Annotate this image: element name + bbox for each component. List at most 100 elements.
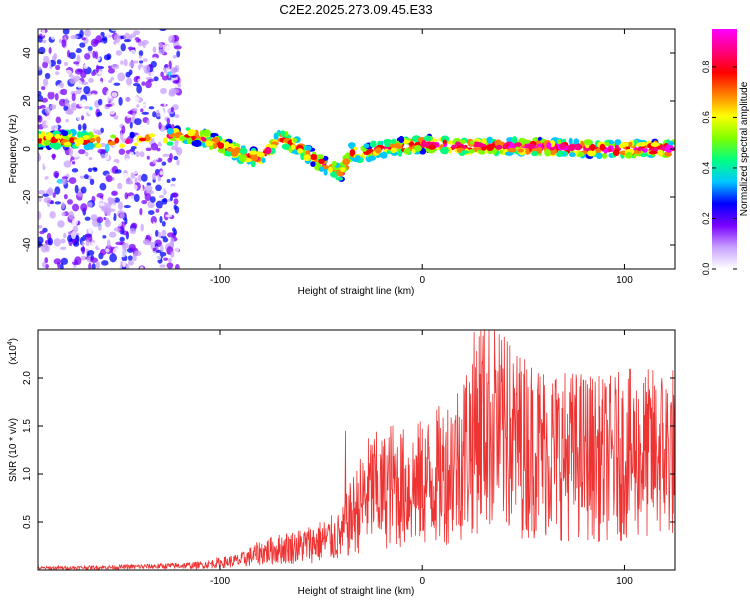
noise-blob [162, 154, 170, 157]
noise-blob [125, 158, 130, 165]
noise-blob [84, 29, 91, 37]
noise-blob [125, 49, 128, 54]
noise-blob [174, 245, 180, 252]
ridge-blob [86, 143, 95, 150]
noise-blob [98, 99, 102, 106]
ridge-blob [375, 147, 382, 153]
noise-blob [82, 197, 86, 201]
ridge-blob [205, 141, 210, 145]
ridge-blob [604, 142, 609, 146]
ridge-blob [324, 168, 328, 175]
noise-blob [69, 255, 72, 263]
noise-blob [129, 61, 134, 67]
ridge-blob [49, 143, 57, 148]
noise-blob [68, 211, 74, 220]
noise-blob [111, 77, 114, 81]
noise-blob [172, 192, 179, 197]
ridge-blob [134, 142, 138, 146]
noise-blob [155, 184, 162, 191]
noise-blob [124, 218, 127, 225]
ridge-blob [569, 152, 576, 157]
noise-blob [122, 243, 129, 249]
noise-blob [147, 156, 150, 160]
spectrogram-xtick-label: -100 [210, 275, 230, 286]
noise-blob [78, 124, 82, 131]
ridge-blob [110, 135, 116, 139]
ridge-blob [231, 151, 238, 157]
ridge-blob [114, 137, 119, 143]
noise-blob [99, 202, 105, 206]
noise-blob [129, 244, 136, 251]
ridge-blob [218, 142, 224, 149]
noise-blob [62, 39, 67, 47]
noise-blob [56, 84, 60, 91]
noise-blob [47, 187, 53, 195]
ridge-blob [189, 129, 196, 134]
noise-blob [131, 184, 138, 191]
noise-blob [87, 202, 93, 208]
colorbar-label: Normalized spectral amplitude [739, 81, 750, 216]
noise-blob [60, 263, 64, 272]
noise-blob [130, 34, 136, 38]
noise-blob [44, 163, 52, 167]
noise-blob [162, 230, 167, 237]
spectrogram-ytick-label: 0 [22, 146, 33, 152]
snr-ytick-label: 1.0 [22, 467, 33, 481]
ridge-blob [319, 167, 324, 172]
noise-blob [159, 171, 163, 176]
ridge-blob [461, 150, 470, 154]
noise-blob [111, 191, 117, 196]
noise-blob [72, 168, 78, 172]
ridge-blob [525, 144, 532, 148]
noise-blob [121, 125, 125, 134]
noise-blob [91, 242, 96, 248]
ridge-blob [640, 153, 646, 157]
noise-blob [121, 43, 126, 51]
noise-blob [65, 110, 73, 115]
ridge-blob [398, 136, 404, 143]
noise-blob [120, 60, 123, 65]
noise-blob [102, 95, 106, 99]
noise-blob [134, 216, 139, 223]
ridge-blob [64, 142, 71, 146]
noise-blob [130, 122, 133, 129]
noise-blob [90, 93, 96, 101]
noise-blob [139, 208, 142, 215]
spectrogram-xlabel: Height of straight line (km) [298, 286, 415, 297]
noise-blob [56, 116, 61, 123]
noise-blob [163, 237, 169, 242]
noise-blob [124, 39, 131, 42]
noise-blob [147, 99, 155, 103]
ridge-blob [613, 149, 619, 156]
noise-blob [118, 202, 123, 210]
noise-blob [38, 36, 43, 43]
ridge-blob [440, 147, 449, 154]
noise-blob [55, 201, 61, 204]
spectrogram-xtick-label: 0 [419, 275, 425, 286]
noise-blob [160, 112, 164, 116]
noise-blob [160, 88, 167, 94]
noise-blob [159, 43, 163, 48]
noise-blob [91, 39, 98, 47]
noise-blob [72, 93, 76, 101]
noise-blob [130, 49, 136, 58]
noise-blob [48, 88, 55, 93]
noise-blob [177, 84, 181, 88]
spectrogram-ylabel: Frequency (Hz) [8, 115, 19, 184]
noise-blob [150, 196, 156, 203]
ridge-blob [394, 143, 401, 148]
noise-blob [147, 32, 152, 36]
noise-blob [72, 154, 80, 158]
noise-blob [43, 56, 49, 63]
noise-blob [61, 202, 65, 209]
noise-blob [67, 87, 71, 96]
noise-blob [143, 239, 149, 245]
colorbar: 0.00.20.40.60.8 Normalized spectral ampl… [701, 29, 750, 275]
noise-blob [55, 65, 60, 70]
noise-blob [46, 209, 50, 214]
noise-blob [105, 248, 109, 252]
noise-blob [113, 115, 118, 120]
noise-blob [96, 65, 99, 73]
noise-blob [97, 149, 105, 154]
noise-blob [149, 106, 155, 109]
